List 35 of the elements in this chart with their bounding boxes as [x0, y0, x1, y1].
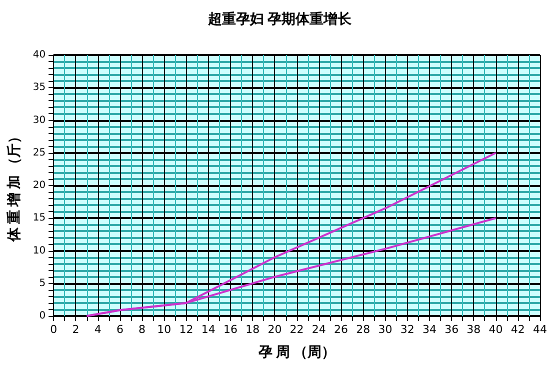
x-tick-label: 26 [334, 323, 348, 336]
x-tick-label: 8 [138, 323, 146, 336]
x-tick-label: 28 [356, 323, 370, 336]
x-tick-label: 24 [312, 323, 326, 336]
y-tick-label: 0 [39, 310, 46, 322]
x-tick-label: 42 [510, 323, 525, 336]
y-tick-label: 5 [39, 278, 46, 289]
x-tick-label: 44 [533, 323, 547, 336]
x-tick-label: 12 [179, 323, 194, 336]
x-tick-label: 40 [488, 323, 503, 336]
y-axis-title: 体 重 增 加 （斤） [6, 130, 22, 242]
x-tick-label: 30 [378, 323, 392, 336]
y-tick-label: 40 [32, 50, 46, 60]
y-tick-label: 10 [32, 245, 46, 256]
x-axis-title: 孕 周 （周） [257, 344, 336, 360]
x-tick-label: 6 [116, 323, 124, 336]
x-tick-label: 34 [422, 323, 436, 336]
y-tick-label: 20 [32, 180, 46, 191]
x-tick-label: 0 [50, 323, 58, 336]
x-tick-label: 22 [290, 323, 304, 336]
y-tick-label: 15 [32, 212, 46, 224]
x-tick-label: 4 [94, 323, 102, 336]
x-tick-label: 18 [246, 323, 260, 336]
x-tick-label: 20 [268, 323, 282, 336]
y-tick-label: 30 [32, 114, 46, 126]
x-tick-label: 2 [72, 323, 80, 336]
x-tick-label: 14 [201, 323, 216, 336]
x-tick-label: 16 [223, 323, 238, 336]
x-tick-label: 38 [466, 323, 481, 336]
y-tick-label: 25 [32, 147, 46, 158]
x-tick-label: 32 [400, 323, 414, 336]
chart-title: 超重孕妇 孕期体重增长 [206, 12, 352, 28]
y-tick-label: 35 [32, 82, 46, 94]
x-tick-label: 36 [444, 323, 459, 336]
x-tick-label: 10 [157, 323, 172, 336]
